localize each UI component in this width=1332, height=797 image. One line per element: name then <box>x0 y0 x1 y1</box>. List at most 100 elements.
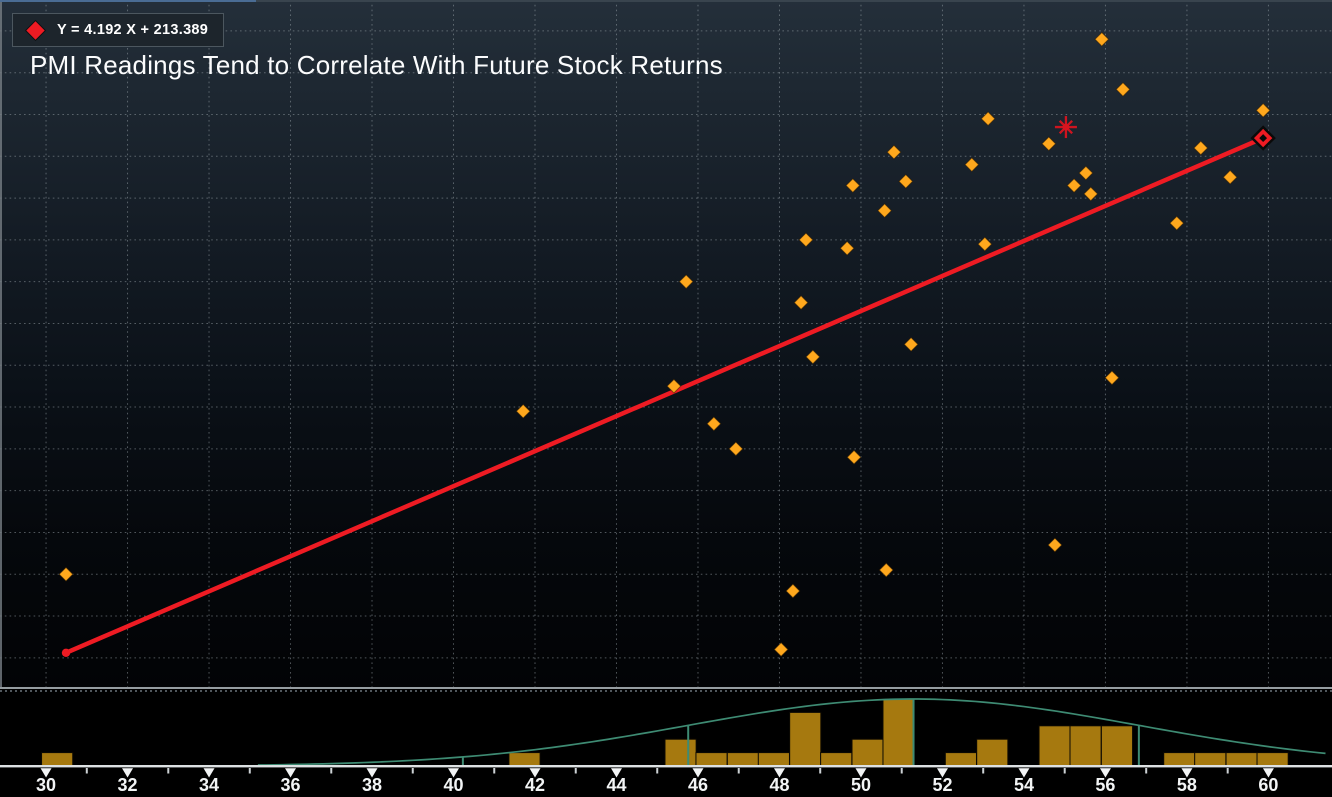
x-axis-major-tick <box>203 768 215 778</box>
scatter-point[interactable] <box>798 232 814 248</box>
x-axis-tick-label: 38 <box>362 775 382 795</box>
scatter-point[interactable] <box>877 203 893 219</box>
x-axis-tick-label: 60 <box>1258 775 1278 795</box>
x-axis-major-tick <box>773 768 785 778</box>
histogram-bar <box>726 752 759 767</box>
x-axis-tick-label: 42 <box>525 775 545 795</box>
scatter-point[interactable] <box>515 403 531 419</box>
scatter-point[interactable] <box>898 173 914 189</box>
histogram-chart: 30 32 34 36 38 40 42 44 46 48 50 52 54 56 58 60 <box>0 690 1332 795</box>
scatter-point[interactable] <box>58 566 74 582</box>
scatter-point[interactable] <box>678 274 694 290</box>
histogram-bar <box>1069 725 1102 767</box>
window-top-edge-highlight <box>0 0 256 2</box>
scatter-point[interactable] <box>964 157 980 173</box>
scatter-point[interactable] <box>1104 370 1120 386</box>
x-axis-tick-label: 58 <box>1177 775 1197 795</box>
chart-title: PMI Readings Tend to Correlate With Futu… <box>30 50 723 80</box>
x-axis-major-tick <box>448 768 460 778</box>
histogram-bar <box>944 752 977 767</box>
normal-distribution-curve <box>257 698 1326 766</box>
x-axis-tick-label: 46 <box>688 775 708 795</box>
scatter-point[interactable] <box>1066 178 1082 194</box>
x-axis-major-tick <box>1181 768 1193 778</box>
scatter-chart <box>0 0 1332 688</box>
histogram-bar <box>695 752 728 767</box>
x-axis-major-tick <box>285 768 297 778</box>
histogram-bar <box>1038 725 1071 767</box>
x-axis-tick-label: 50 <box>851 775 871 795</box>
x-axis-major-tick <box>40 768 52 778</box>
panel-separator <box>0 687 1332 689</box>
scatter-point[interactable] <box>785 583 801 599</box>
x-axis-tick-label: 40 <box>443 775 463 795</box>
scatter-point[interactable] <box>706 416 722 432</box>
scatter-plot-area <box>0 0 1332 688</box>
histogram-bar <box>789 711 822 767</box>
scatter-point[interactable] <box>1222 169 1238 185</box>
scatter-point[interactable] <box>845 178 861 194</box>
scatter-point[interactable] <box>1255 102 1271 118</box>
x-axis-line <box>0 765 1332 768</box>
histogram-bar <box>664 738 697 767</box>
x-axis-tick-label: 52 <box>932 775 952 795</box>
scatter-point[interactable] <box>1193 140 1209 156</box>
scatter-point[interactable] <box>728 441 744 457</box>
histogram-bar <box>882 698 915 767</box>
scatter-point[interactable] <box>1169 215 1185 231</box>
x-axis-tick-label: 48 <box>769 775 789 795</box>
scatter-point[interactable] <box>977 236 993 252</box>
legend-equation-label: Y = 4.192 X + 213.389 <box>57 22 209 38</box>
x-axis-tick-label: 36 <box>281 775 301 795</box>
window-top-edge <box>256 0 1332 2</box>
scatter-point[interactable] <box>1078 165 1094 181</box>
x-axis-tick-label: 54 <box>1014 775 1034 795</box>
x-axis-tick-label: 32 <box>118 775 138 795</box>
regression-legend[interactable]: Y = 4.192 X + 213.389 <box>12 13 225 47</box>
histogram-bar <box>757 752 790 767</box>
legend-diamond-icon <box>26 20 45 40</box>
scatter-point[interactable] <box>1047 537 1063 553</box>
regression-line[interactable] <box>63 135 1266 656</box>
scatter-point[interactable] <box>980 111 996 127</box>
asterisk-center <box>1062 123 1070 131</box>
scatter-point[interactable] <box>1115 81 1131 97</box>
histogram-bar <box>1256 752 1289 767</box>
x-axis-tick-label: 30 <box>36 775 56 795</box>
scatter-point[interactable] <box>773 641 789 657</box>
scatter-point[interactable] <box>1041 136 1057 152</box>
window-left-edge <box>0 0 2 688</box>
histogram-bar <box>508 752 541 767</box>
x-axis-major-tick <box>1018 768 1030 778</box>
x-axis-major-tick <box>692 768 704 778</box>
histogram-bar <box>851 738 884 767</box>
scatter-point[interactable] <box>793 295 809 311</box>
scatter-point[interactable] <box>1094 31 1110 47</box>
x-axis-major-tick <box>366 768 378 778</box>
histogram-bar <box>1194 752 1227 767</box>
x-axis-tick-label: 34 <box>199 775 219 795</box>
x-axis-tick-label: 44 <box>606 775 626 795</box>
scatter-point[interactable] <box>666 378 682 394</box>
x-axis-major-tick <box>610 768 622 778</box>
scatter-point[interactable] <box>846 449 862 465</box>
highlighted-point-asterisk[interactable] <box>1054 116 1077 139</box>
histogram-bar <box>820 752 853 767</box>
scatter-point[interactable] <box>878 562 894 578</box>
x-axis-major-tick <box>122 768 134 778</box>
histogram-bar <box>976 738 1009 767</box>
histogram-bar <box>1225 752 1258 767</box>
scatter-point[interactable] <box>886 144 902 160</box>
histogram-panel: 30 32 34 36 38 40 42 44 46 48 50 52 54 56 58 60 <box>0 690 1332 797</box>
x-axis-major-tick <box>1262 768 1274 778</box>
x-axis-major-tick <box>1099 768 1111 778</box>
regression-start-marker <box>61 648 71 657</box>
scatter-point[interactable] <box>1083 186 1099 202</box>
x-axis-tick-label: 56 <box>1095 775 1115 795</box>
scatter-point[interactable] <box>903 336 919 352</box>
scatter-point[interactable] <box>839 240 855 256</box>
x-axis-major-tick <box>855 768 867 778</box>
histogram-bar <box>41 752 74 767</box>
scatter-point[interactable] <box>805 349 821 365</box>
